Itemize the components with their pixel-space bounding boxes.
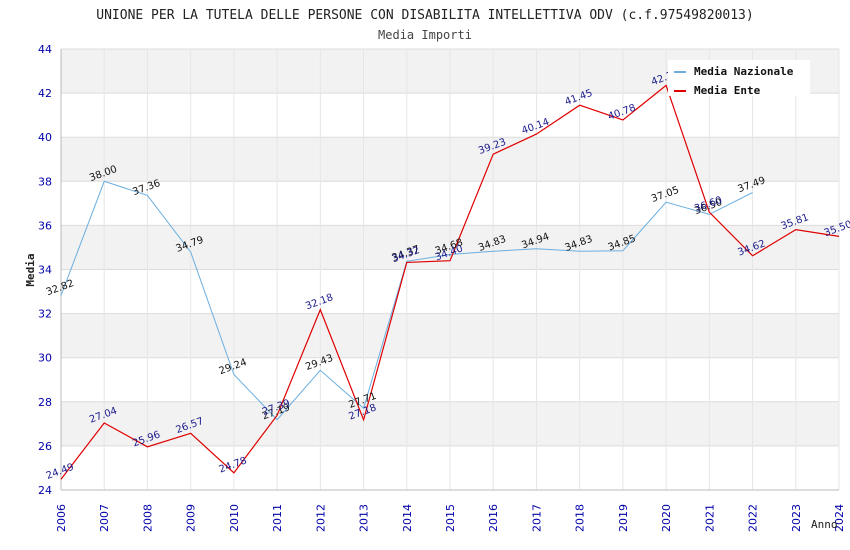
x-tick-label: 2008 [141,504,154,532]
x-tick-label: 2023 [790,504,803,532]
series-lines [60,84,840,480]
x-tick-label: 2020 [660,504,673,532]
x-tick-label: 2011 [271,504,284,532]
y-tick-label: 32 [38,308,52,321]
y-tick-label: 34 [38,264,52,277]
series-line-media-nazionale [60,180,753,421]
x-tick-label: 2024 [833,504,846,532]
y-tick-label: 42 [38,87,52,100]
chart-title: UNIONE PER LA TUTELA DELLE PERSONE CON D… [96,8,753,23]
x-tick-label: 2014 [401,504,414,532]
x-tick-label: 2016 [487,504,500,532]
y-tick-label: 30 [38,352,52,365]
y-tick-label: 40 [38,131,52,144]
y-tick-label: 36 [38,219,52,232]
x-tick-label: 2022 [747,504,760,532]
legend: Media Nazionale Media Ente [668,60,810,97]
y-tick-label: 26 [38,440,52,453]
x-tick-label: 2015 [444,504,457,532]
x-tick-label: 2012 [314,504,327,532]
grid-lines [60,48,840,491]
legend-label-ente: Media Ente [694,84,761,97]
x-axis-ticks: 2006 2007 2008 2009 2010 2011 2012 2013 2014 2015… [55,504,846,532]
legend-box [668,60,810,96]
y-tick-label: 38 [38,175,52,188]
y-tick-label: 24 [38,484,52,497]
legend-label-naz: Media Nazionale [694,65,794,78]
y-axis-label: Media [24,253,37,286]
x-tick-label: 2017 [530,504,543,532]
y-tick-label: 44 [38,43,52,56]
x-axis-label: Anno [811,518,838,531]
chart-subtitle: Media Importi [378,28,472,42]
x-tick-label: 2010 [228,504,241,532]
x-tick-label: 2021 [703,504,716,532]
x-tick-label: 2019 [617,504,630,532]
x-tick-label: 2013 [358,504,371,532]
x-tick-label: 2006 [55,504,68,532]
x-tick-label: 2018 [574,504,587,532]
y-axis-ticks: 24 26 28 30 32 34 36 38 40 42 44 [38,43,52,497]
y-tick-label: 28 [38,396,52,409]
x-tick-label: 2009 [185,504,198,532]
x-tick-label: 2007 [98,504,111,532]
series-line-media-ente [60,84,840,480]
